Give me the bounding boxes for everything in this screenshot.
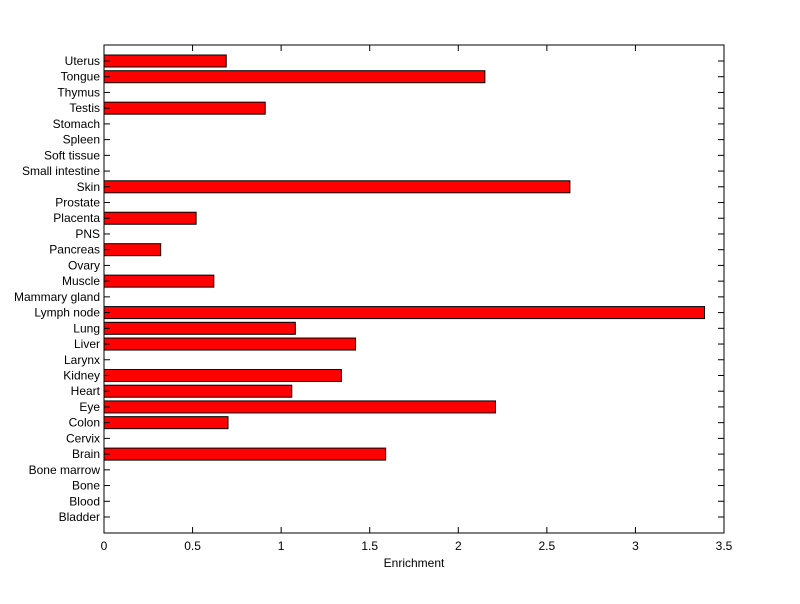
y-tick-label-heart: Heart [71, 384, 101, 398]
y-tick-label-testis: Testis [69, 101, 100, 115]
x-tick-label-3: 1.5 [361, 539, 378, 553]
y-tick-label-pancreas: Pancreas [49, 243, 100, 257]
x-tick-label-5: 2.5 [539, 539, 556, 553]
y-tick-label-thymus: Thymus [57, 85, 100, 99]
x-ticks-group: 0 0.5 1 1.5 2 2.5 3 3.5 [101, 45, 733, 553]
y-tick-label-prostate: Prostate [55, 196, 100, 210]
y-tick-label-cervix: Cervix [66, 431, 100, 445]
y-tick-label-larynx: Larynx [64, 353, 100, 367]
y-tick-label-spleen: Spleen [63, 133, 100, 147]
y-tick-label-soft-tissue: Soft tissue [44, 148, 100, 162]
bar-eye [103, 400, 496, 414]
y-tick-label-small-intestine: Small intestine [22, 164, 100, 178]
bar-pancreas [103, 243, 162, 257]
bar-tongue [103, 70, 486, 84]
bar-lymph-node [103, 306, 706, 320]
y-tick-label-bone: Bone [72, 479, 100, 493]
y-tick-label-kidney: Kidney [63, 368, 100, 382]
y-tick-label-colon: Colon [69, 416, 100, 430]
y-tick-label-brain: Brain [72, 447, 100, 461]
x-tick-label-4: 2 [455, 539, 462, 553]
bar-brain [103, 447, 387, 461]
bar-kidney [103, 368, 342, 382]
x-tick-label-7: 3.5 [716, 539, 733, 553]
y-tick-label-uterus: Uterus [65, 54, 100, 68]
y-tick-label-mammary-gland: Mammary gland [14, 290, 100, 304]
y-tick-label-placenta: Placenta [53, 211, 100, 225]
bar-liver [103, 337, 357, 351]
plot-frame [103, 44, 725, 534]
bar-testis [103, 101, 266, 115]
y-tick-label-blood: Blood [69, 494, 100, 508]
y-tick-label-stomach: Stomach [53, 117, 100, 131]
y-tick-label-lymph-node: Lymph node [34, 306, 100, 320]
y-tick-label-skin: Skin [77, 180, 100, 194]
y-tick-label-tongue: Tongue [61, 70, 101, 84]
bar-heart [103, 384, 293, 398]
x-tick-label-1: 0.5 [184, 539, 201, 553]
y-tick-label-bladder: Bladder [59, 510, 100, 524]
bar-uterus [103, 54, 227, 68]
bar-muscle [103, 274, 215, 288]
x-tick-label-0: 0 [101, 539, 108, 553]
y-tick-label-lung: Lung [73, 321, 100, 335]
y-tick-label-bone-marrow: Bone marrow [29, 463, 101, 477]
x-axis-label: Enrichment [384, 556, 445, 570]
y-tick-label-liver: Liver [74, 337, 100, 351]
y-tick-label-eye: Eye [79, 400, 100, 414]
x-tick-label-6: 3 [632, 539, 639, 553]
y-tick-label-ovary: Ovary [68, 258, 100, 272]
bar-placenta [103, 211, 197, 225]
y-tick-label-pns: PNS [75, 227, 100, 241]
y-tick-label-muscle: Muscle [62, 274, 100, 288]
bar-skin [103, 180, 571, 194]
bar-lung [103, 321, 296, 335]
x-tick-label-2: 1 [278, 539, 285, 553]
bar-colon [103, 416, 229, 430]
